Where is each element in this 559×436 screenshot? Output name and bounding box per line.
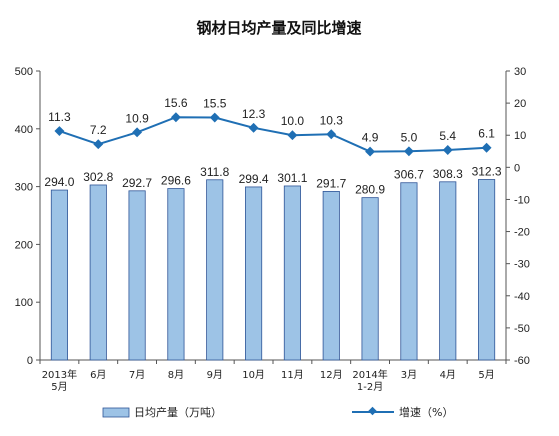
growth-value-label: 15.5 [203,97,227,111]
growth-point [209,112,220,123]
chart-title: 钢材日均产量及同比增速 [196,19,361,37]
growth-point [93,139,104,150]
growth-value-label: 5.0 [401,130,418,144]
bar [167,188,185,361]
growth-value-label: 4.9 [362,131,379,145]
y-left-tick-label: 100 [15,297,33,309]
legend-bar-swatch [102,407,130,418]
bar-value-label: 280.9 [355,183,385,197]
y-right-tick-label: -40 [514,291,530,303]
growth-value-label: 5.4 [439,129,456,143]
bar-value-label: 299.4 [239,172,269,186]
growth-value-label: 10.3 [320,113,344,127]
x-category-label: 9月 [207,369,223,381]
y-left-tick-label: 500 [15,66,33,78]
growth-point [132,127,143,138]
growth-point [326,129,337,140]
growth-value-label: 10.9 [125,111,149,125]
legend-line-label: 增速（%） [399,405,453,419]
bar-value-label: 302.8 [83,170,113,184]
legend-line-marker [368,406,377,416]
x-category-label: 7月 [129,369,145,381]
bar [206,179,224,361]
bar [50,189,68,361]
growth-value-label: 6.1 [478,127,495,141]
y-right-tick-label: 0 [514,162,520,174]
legend: 日均产量（万吨） 增速（%） [102,405,453,419]
bar-value-label: 292.7 [122,176,152,190]
x-category-label: 1-2月 [357,381,383,393]
y-left-tick-label: 200 [15,239,33,251]
x-category-label: 5月 [478,369,494,381]
y-right-tick-label: -50 [514,323,530,335]
x-category-label: 10月 [242,369,265,381]
x-category-label: 8月 [168,369,184,381]
legend-bar-label: 日均产量（万吨） [134,405,222,419]
bar-value-label: 308.3 [433,167,463,181]
bar-value-label: 312.3 [472,164,502,178]
growth-point [248,122,259,133]
growth-value-label: 7.2 [90,123,107,137]
growth-point [287,130,298,141]
x-category-label: 2014年 [352,368,387,381]
x-category-label: 3月 [401,369,417,381]
growth-point [403,146,414,157]
bar-value-label: 291.7 [316,176,346,190]
growth-line [59,116,487,153]
bar-value-label: 296.6 [161,174,191,188]
growth-point [365,146,376,157]
growth-value-label: 15.6 [164,96,188,110]
bar [400,182,418,361]
growth-point [481,142,492,153]
bar-value-label: 301.1 [277,171,307,185]
bar [245,186,263,361]
bar [128,190,146,361]
y-right-tick-label: 30 [514,66,526,78]
bar-value-label: 306.7 [394,168,424,182]
y-right-tick-label: -30 [514,259,530,271]
x-category-label: 5月 [51,381,67,393]
y-left-tick-label: 0 [27,355,33,367]
y-right-tick-label: 20 [514,98,526,110]
growth-value-label: 10.0 [281,114,305,128]
x-category-label: 12月 [320,369,343,381]
x-category-label: 11月 [281,369,304,381]
growth-point [442,145,453,155]
x-category-label: 4月 [440,369,456,381]
bar [478,179,496,361]
y-right-tick-label: -60 [514,355,530,367]
growth-value-label: 12.3 [242,107,266,121]
bar [361,197,379,361]
y-right-tick-label: -10 [514,194,530,206]
bar-value-label: 311.8 [200,165,229,179]
bar [89,184,107,361]
y-left-tick-label: 400 [15,124,33,136]
x-category-label: 6月 [90,369,106,381]
y-left-tick-label: 300 [15,182,33,194]
growth-point [170,112,181,123]
bar [322,190,340,361]
bar-value-label: 294.0 [44,175,74,189]
y-right-tick-label: 10 [514,130,526,142]
growth-point [54,126,65,136]
bar [439,181,457,361]
x-category-label: 2013年 [42,368,77,381]
growth-value-label: 11.3 [48,110,71,124]
y-right-tick-label: -20 [514,227,530,239]
bar [283,185,301,361]
